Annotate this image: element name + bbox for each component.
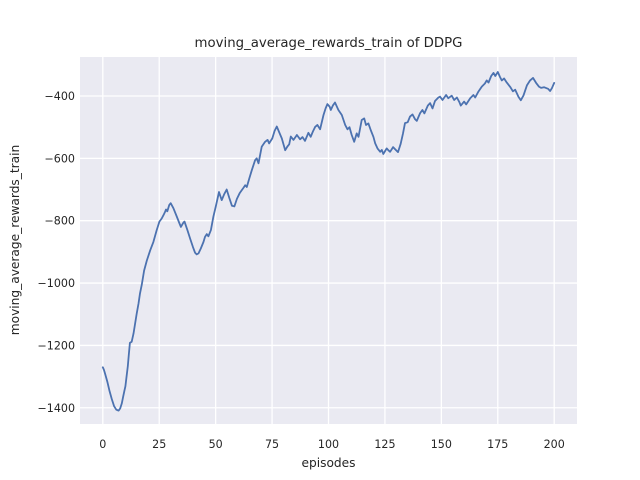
x-tick-label: 125 (374, 438, 395, 451)
x-tick-label: 150 (431, 438, 452, 451)
y-tick-label: −400 (45, 90, 75, 103)
y-tick-label: −1400 (37, 402, 75, 415)
x-tick-label: 200 (544, 438, 565, 451)
x-tick-label: 175 (487, 438, 508, 451)
x-tick-labels: 0 25 50 75 100 125 150 175 200 (99, 438, 565, 451)
chart-title: moving_average_rewards_train of DDPG (195, 36, 463, 51)
x-tick-label: 75 (265, 438, 279, 451)
x-tick-label: 50 (209, 438, 223, 451)
y-axis-label: moving_average_rewards_train (8, 145, 22, 336)
x-tick-label: 25 (152, 438, 166, 451)
y-tick-labels: −400 −600 −800 −1000 −1200 −1400 (37, 90, 75, 415)
y-tick-label: −1200 (37, 339, 75, 352)
gridlines (80, 57, 577, 424)
y-tick-label: −800 (45, 215, 75, 228)
series-line-ddpg (101, 71, 556, 412)
y-tick-label: −1000 (37, 277, 75, 290)
x-axis-label: episodes (301, 456, 355, 470)
x-tick-label: 100 (318, 438, 339, 451)
x-tick-label: 0 (99, 438, 106, 451)
y-tick-label: −600 (45, 152, 75, 165)
